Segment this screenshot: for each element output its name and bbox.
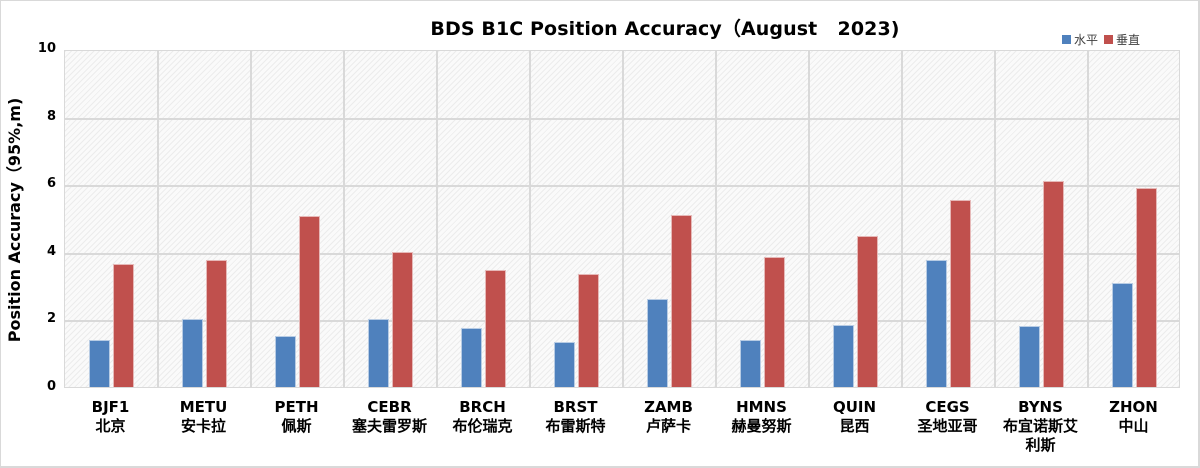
x-tick-label: BYNS 布宜诺斯艾利斯 — [994, 398, 1087, 455]
bar-zamb-vertical — [671, 214, 692, 387]
bar-hmns-horizontal — [740, 339, 761, 387]
station-name-cn: 卢萨卡 — [645, 417, 691, 435]
gridline-vertical — [529, 51, 531, 387]
x-tick-label: ZHON 中山 — [1087, 398, 1180, 436]
station-name-cn: 赫曼努斯 — [731, 417, 792, 435]
x-tick-label: METU 安卡拉 — [157, 398, 250, 436]
gridline-vertical — [808, 51, 810, 387]
legend-swatch-vertical-icon — [1104, 35, 1114, 44]
station-code: QUIN — [832, 398, 877, 416]
bar-cebr-vertical — [392, 252, 413, 387]
gridline-vertical — [715, 51, 717, 387]
legend-label-horizontal: 水平 — [1074, 33, 1099, 47]
station-name-cn: 佩斯 — [281, 417, 312, 435]
bar-brst-vertical — [578, 274, 599, 387]
bar-brch-vertical — [485, 270, 506, 387]
bar-peth-vertical — [299, 216, 320, 387]
chart-title: BDS B1C Position Accuracy（August 2023) — [430, 18, 900, 40]
y-tick-label: 8 — [46, 108, 56, 124]
station-code: ZAMB — [644, 398, 693, 416]
gridline-vertical — [901, 51, 903, 387]
bar-peth-horizontal — [275, 336, 296, 387]
gridline-vertical — [157, 51, 159, 387]
x-tick-label: QUIN 昆西 — [808, 398, 901, 436]
station-code: BRST — [553, 398, 598, 416]
bar-brst-horizontal — [554, 342, 575, 387]
station-name-cn: 布伦瑞克 — [452, 417, 513, 435]
station-name-cn: 北京 — [95, 417, 126, 435]
station-name-cn: 塞夫雷罗斯 — [351, 417, 427, 435]
station-code: METU — [179, 398, 228, 416]
bar-cebr-horizontal — [368, 319, 389, 387]
x-tick-label: BRST 布雷斯特 — [529, 398, 622, 436]
legend-item-vertical: 垂直 — [1104, 31, 1140, 48]
gridline-vertical — [994, 51, 996, 387]
station-code: ZHON — [1109, 398, 1158, 416]
y-tick-label: 4 — [46, 243, 56, 259]
bar-metu-vertical — [206, 259, 227, 387]
bar-quin-horizontal — [833, 325, 854, 387]
station-code: BJF1 — [91, 398, 130, 416]
legend-swatch-horizontal-icon — [1062, 35, 1071, 44]
station-code: HMNS — [736, 398, 787, 416]
bar-brch-horizontal — [461, 327, 482, 387]
bar-cegs-horizontal — [926, 259, 947, 387]
y-tick-label: 10 — [37, 41, 56, 56]
station-code: BYNS — [1018, 398, 1063, 416]
bar-byns-horizontal — [1019, 326, 1040, 387]
bar-bjf1-horizontal — [89, 339, 110, 387]
x-tick-label: ZAMB 卢萨卡 — [622, 398, 715, 436]
gridline-vertical — [436, 51, 438, 387]
gridline-vertical — [622, 51, 624, 387]
bar-zhon-vertical — [1136, 188, 1157, 387]
station-code: CEBR — [367, 398, 412, 416]
bar-zhon-horizontal — [1112, 282, 1133, 387]
legend: 水平 垂直 — [1062, 31, 1146, 48]
bar-cegs-vertical — [950, 200, 971, 387]
legend-label-vertical: 垂直 — [1116, 33, 1141, 47]
station-name-cn: 圣地亚哥 — [917, 417, 978, 435]
bar-metu-horizontal — [182, 319, 203, 387]
station-name-cn: 布宜诺斯艾利斯 — [1002, 417, 1078, 454]
station-code: BRCH — [459, 398, 506, 416]
x-tick-label: CEGS 圣地亚哥 — [901, 398, 994, 436]
x-tick-label: HMNS 赫曼努斯 — [715, 398, 808, 436]
station-code: PETH — [274, 398, 319, 416]
station-name-cn: 中山 — [1118, 417, 1149, 435]
station-name-cn: 安卡拉 — [180, 417, 226, 435]
gridline-vertical — [1087, 51, 1089, 387]
y-tick-label: 0 — [46, 379, 56, 394]
x-tick-label: BRCH 布伦瑞克 — [436, 398, 529, 436]
x-tick-label: CEBR 塞夫雷罗斯 — [343, 398, 436, 436]
legend-item-horizontal: 水平 — [1062, 31, 1098, 48]
station-code: CEGS — [925, 398, 970, 416]
y-tick-label: 2 — [46, 311, 56, 327]
bar-quin-vertical — [857, 236, 878, 387]
y-tick-label: 6 — [46, 176, 56, 192]
gridline-vertical — [250, 51, 252, 387]
plot-area — [64, 50, 1180, 388]
x-tick-label: PETH 佩斯 — [250, 398, 343, 436]
bar-hmns-vertical — [764, 256, 785, 387]
bar-byns-vertical — [1043, 181, 1064, 387]
station-name-cn: 昆西 — [839, 417, 870, 435]
bar-bjf1-vertical — [113, 263, 134, 387]
station-name-cn: 布雷斯特 — [545, 417, 606, 435]
x-tick-label: BJF1 北京 — [64, 398, 157, 436]
bar-zamb-horizontal — [647, 299, 668, 387]
gridline-vertical — [343, 51, 345, 387]
